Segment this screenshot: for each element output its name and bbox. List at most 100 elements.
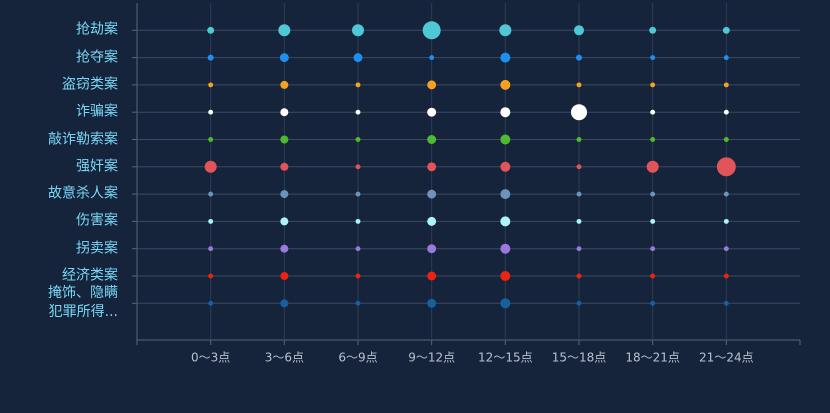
bubble bbox=[208, 246, 214, 252]
bubble bbox=[204, 160, 217, 173]
x-tick-label: 21～24点 bbox=[699, 351, 754, 365]
bubble bbox=[279, 53, 289, 63]
bubble bbox=[352, 24, 364, 37]
bubble bbox=[427, 107, 437, 117]
bubble bbox=[576, 218, 582, 224]
bubble bbox=[499, 24, 512, 37]
x-tick-label: 18～21点 bbox=[625, 351, 680, 365]
bubble bbox=[278, 24, 291, 37]
x-tick-label: 15～18点 bbox=[552, 351, 607, 365]
x-tick-label: 6～9点 bbox=[338, 351, 377, 365]
bubble bbox=[723, 246, 729, 252]
bubble bbox=[208, 218, 214, 224]
bubble bbox=[280, 108, 289, 117]
bubble bbox=[500, 79, 511, 90]
bubble bbox=[576, 54, 582, 61]
bubble bbox=[650, 109, 656, 115]
bubble bbox=[500, 216, 511, 227]
x-tick-label: 12～15点 bbox=[478, 351, 533, 365]
bubble bbox=[576, 273, 582, 279]
bubble bbox=[650, 218, 656, 224]
bubble bbox=[723, 191, 729, 197]
bubble bbox=[280, 272, 289, 280]
bubble bbox=[650, 246, 656, 252]
bubble bbox=[427, 135, 437, 144]
bubble bbox=[576, 300, 582, 306]
bubble bbox=[355, 300, 361, 306]
bubble bbox=[723, 137, 729, 142]
y-tick-label: 诈骗案 bbox=[76, 103, 118, 120]
bubble bbox=[650, 273, 656, 279]
bubble bbox=[650, 191, 656, 197]
bubble bbox=[500, 52, 511, 63]
y-tick-label: 强奸案 bbox=[76, 158, 118, 175]
bubble bbox=[500, 243, 511, 254]
bubble bbox=[427, 271, 437, 281]
y-tick-label: 经济类案 bbox=[62, 267, 118, 284]
bubble bbox=[427, 80, 437, 90]
bubble bbox=[207, 26, 215, 34]
bubble bbox=[723, 273, 729, 279]
bubble bbox=[280, 80, 289, 89]
bubble bbox=[646, 160, 659, 173]
bubble bbox=[500, 298, 511, 309]
bubble bbox=[355, 191, 361, 197]
bubble bbox=[280, 162, 289, 171]
bubble bbox=[500, 107, 511, 118]
bubble bbox=[355, 109, 361, 115]
bubble bbox=[650, 137, 656, 142]
bubble bbox=[280, 217, 289, 226]
y-tick-label: 敲诈勒索案 bbox=[48, 131, 118, 147]
bubble bbox=[716, 157, 736, 177]
bubble bbox=[650, 55, 656, 61]
bubble bbox=[207, 54, 214, 61]
bubble bbox=[208, 191, 214, 197]
bubble bbox=[353, 53, 363, 63]
bubble bbox=[576, 137, 582, 142]
bubble bbox=[208, 300, 214, 306]
bubble bbox=[576, 164, 582, 170]
bubble bbox=[208, 273, 214, 279]
bubble bbox=[574, 25, 584, 36]
bubble bbox=[576, 246, 582, 252]
x-tick-label: 0～3点 bbox=[191, 351, 230, 365]
bubble bbox=[355, 82, 361, 88]
bubble bbox=[650, 300, 656, 306]
bubble bbox=[723, 55, 729, 61]
bubble bbox=[427, 189, 437, 199]
x-tick-label: 9～12点 bbox=[408, 351, 455, 365]
y-tick-label: 抢夺案 bbox=[76, 49, 118, 66]
bubble bbox=[355, 164, 361, 170]
y-tick-label: 掩饰、隐瞒 犯罪所得... bbox=[48, 285, 118, 321]
bubble bbox=[723, 300, 729, 306]
bubble bbox=[422, 21, 441, 40]
bubble bbox=[500, 271, 511, 281]
bubble bbox=[571, 104, 587, 121]
bubble bbox=[576, 191, 582, 197]
bubble bbox=[280, 244, 289, 253]
y-tick-label: 抢劫案 bbox=[76, 21, 118, 38]
bubble bbox=[500, 134, 511, 145]
bubble bbox=[355, 273, 361, 279]
x-tick-label: 3～6点 bbox=[265, 351, 304, 365]
bubble bbox=[280, 299, 289, 308]
y-tick-label: 故意杀人案 bbox=[48, 185, 118, 202]
bubble bbox=[429, 55, 435, 61]
bubble bbox=[723, 218, 729, 224]
bubble bbox=[355, 137, 361, 142]
y-tick-label: 盗窃类案 bbox=[62, 76, 118, 93]
bubble bbox=[208, 82, 214, 88]
bubble bbox=[649, 26, 657, 34]
y-tick-label: 拐卖案 bbox=[76, 240, 118, 257]
bubble bbox=[723, 109, 729, 115]
bubble bbox=[355, 246, 361, 252]
bubble bbox=[427, 244, 437, 254]
bubble bbox=[500, 189, 511, 200]
bubble bbox=[723, 82, 729, 88]
y-tick-label: 伤害案 bbox=[76, 212, 118, 229]
bubble bbox=[280, 135, 289, 144]
bubble bbox=[427, 162, 437, 172]
bubble bbox=[427, 298, 437, 308]
